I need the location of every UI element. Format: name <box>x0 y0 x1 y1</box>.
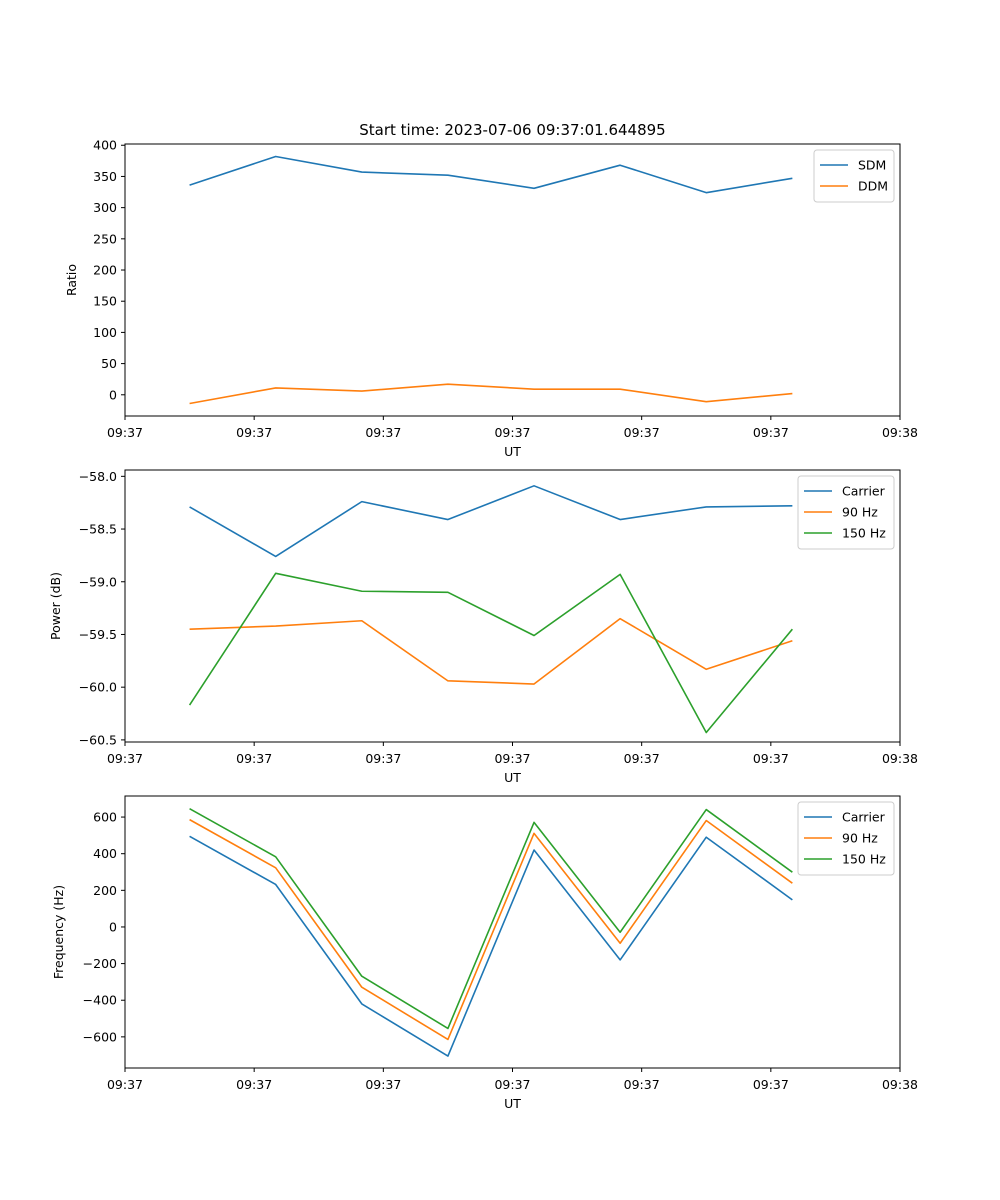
legend: SDM DDM <box>813 149 895 203</box>
legend: Carrier 90 Hz 150 Hz <box>797 475 895 550</box>
legend-label: 90 Hz <box>842 505 878 520</box>
y-tick-label: −59.0 <box>79 574 117 589</box>
plot-frame <box>124 143 901 417</box>
x-tick-label: 09:37 <box>365 1077 401 1092</box>
y-axis-label: Ratio <box>64 264 79 296</box>
legend-label: DDM <box>858 179 888 194</box>
y-tick-label: 0 <box>109 387 117 402</box>
legend-label: SDM <box>858 158 886 173</box>
legend-label: Carrier <box>842 484 886 499</box>
x-tick-label: 09:37 <box>365 425 401 440</box>
series-line-carrier <box>189 485 793 558</box>
x-axis-label: UT <box>504 770 521 785</box>
panel-2: 09:37 09:37 09:37 09:37 09:37 09:37 09:38 −58.0… <box>48 469 918 785</box>
legend-box <box>797 801 895 876</box>
x-tick-label: 09:37 <box>753 1077 789 1092</box>
y-tick-label: 200 <box>93 263 117 278</box>
y-tick-label: 100 <box>93 325 117 340</box>
y-tick-label: 150 <box>93 294 117 309</box>
legend: Carrier 90 Hz 150 Hz <box>797 801 895 876</box>
x-tick-label: 09:38 <box>882 1077 918 1092</box>
y-tick-label: 600 <box>93 810 117 825</box>
y-tick-label: −200 <box>83 956 117 971</box>
x-tick-label: 09:38 <box>882 425 918 440</box>
x-tick-label: 09:37 <box>107 1077 143 1092</box>
y-tick-label: −60.0 <box>79 680 117 695</box>
y-tick-label: 0 <box>109 919 117 934</box>
y-axis-label: Power (dB) <box>48 572 63 640</box>
series-line-150-hz <box>188 572 793 734</box>
y-tick-label: −58.5 <box>79 522 117 537</box>
legend-box <box>797 475 895 550</box>
x-tick-label: 09:37 <box>624 425 660 440</box>
y-tick-label: −58.0 <box>79 469 117 484</box>
y-tick-label: −60.5 <box>79 732 117 747</box>
legend-label: Carrier <box>842 810 886 825</box>
y-tick-label: −600 <box>83 1029 117 1044</box>
series-line-ddm <box>189 383 793 405</box>
y-tick-label: −400 <box>83 993 117 1008</box>
plot-frame <box>124 795 901 1069</box>
series-line-sdm <box>189 155 793 194</box>
y-tick-label: 50 <box>101 356 117 371</box>
x-tick-label: 09:37 <box>236 1077 272 1092</box>
y-tick-label: −59.5 <box>79 627 117 642</box>
y-tick-label: 250 <box>93 231 117 246</box>
x-tick-label: 09:37 <box>753 425 789 440</box>
chart-title: Start time: 2023-07-06 09:37:01.644895 <box>359 121 665 139</box>
plot-frame <box>124 469 901 743</box>
panel-3: 09:37 09:37 09:37 09:37 09:37 09:37 09:38 600 40… <box>51 795 918 1111</box>
x-tick-label: 09:37 <box>494 1077 530 1092</box>
y-tick-label: 200 <box>93 883 117 898</box>
x-tick-label: 09:37 <box>494 425 530 440</box>
x-axis-label: UT <box>504 1096 521 1111</box>
panel-1: Start time: 2023-07-06 09:37:01.644895 09… <box>64 121 918 459</box>
y-tick-label: 350 <box>93 169 117 184</box>
x-axis-label: UT <box>504 444 521 459</box>
series-line-90-hz <box>189 617 793 685</box>
x-tick-label: 09:37 <box>236 751 272 766</box>
x-tick-label: 09:37 <box>753 751 789 766</box>
x-tick-label: 09:37 <box>624 1077 660 1092</box>
x-tick-label: 09:37 <box>365 751 401 766</box>
x-tick-label: 09:38 <box>882 751 918 766</box>
legend-label: 150 Hz <box>842 526 886 541</box>
y-tick-label: 300 <box>93 200 117 215</box>
y-tick-label: 400 <box>93 138 117 153</box>
legend-label: 90 Hz <box>842 831 878 846</box>
legend-box <box>813 149 895 203</box>
y-axis-label: Frequency (Hz) <box>51 885 66 979</box>
x-tick-label: 09:37 <box>494 751 530 766</box>
series-line-90-hz <box>189 818 793 1041</box>
series-line-carrier <box>189 835 793 1057</box>
x-tick-label: 09:37 <box>236 425 272 440</box>
x-tick-label: 09:37 <box>624 751 660 766</box>
x-tick-label: 09:37 <box>107 425 143 440</box>
y-tick-label: 400 <box>93 846 117 861</box>
series-line-150-hz <box>189 807 793 1030</box>
x-tick-label: 09:37 <box>107 751 143 766</box>
legend-label: 150 Hz <box>842 852 886 867</box>
